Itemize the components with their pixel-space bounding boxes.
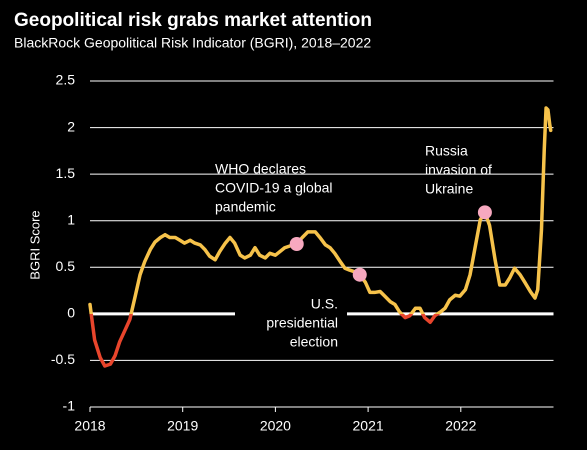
x-tick-label: 2021 — [353, 418, 384, 434]
annotation-text: election — [290, 334, 338, 350]
annotation-text: COVID-19 a global — [215, 180, 333, 196]
y-tick-label: 2 — [67, 118, 75, 134]
annotation-text: Ukraine — [425, 181, 473, 197]
data-line — [88, 106, 553, 368]
y-tick-label: -0.5 — [51, 351, 75, 367]
y-tick-label: 2.5 — [56, 72, 76, 88]
y-tick-label: 0.5 — [56, 258, 76, 274]
annotation-point — [477, 205, 492, 220]
x-tick-label: 2019 — [167, 418, 198, 434]
y-tick-label: -1 — [63, 398, 76, 414]
y-axis-label: BGRI Score — [27, 210, 42, 279]
chart-title: Geopolitical risk grabs market attention — [14, 10, 372, 31]
y-tick-label: 1.5 — [56, 165, 76, 181]
x-tick-label: 2022 — [445, 418, 476, 434]
x-tick-label: 2020 — [260, 418, 291, 434]
annotation-text: U.S. — [311, 296, 338, 312]
y-tick-label: 0 — [67, 305, 75, 321]
annotation-text: pandemic — [215, 199, 276, 215]
y-tick-label: 1 — [67, 211, 75, 227]
annotation-point — [352, 267, 367, 282]
annotation-text: presidential — [266, 315, 338, 331]
annotation-text: invasion of — [425, 162, 492, 178]
annotation-point — [289, 237, 304, 251]
annotation-text: Russia — [425, 143, 468, 159]
annotation-text: WHO declares — [215, 161, 306, 177]
chart-subtitle: BlackRock Geopolitical Risk Indicator (B… — [14, 35, 371, 51]
x-tick-label: 2018 — [74, 418, 105, 434]
